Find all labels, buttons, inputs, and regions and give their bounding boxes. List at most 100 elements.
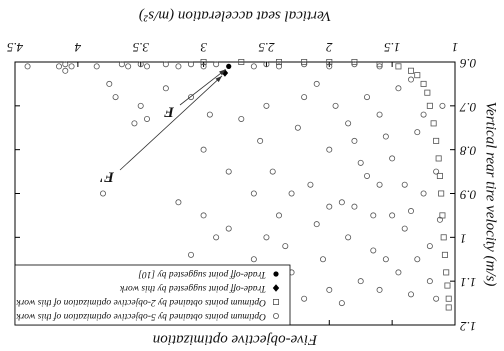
point [137,61,144,68]
point [351,137,358,144]
point [301,94,308,101]
point [440,234,447,241]
point [100,190,107,197]
point [426,102,433,109]
point [269,168,276,175]
point [62,61,69,68]
point [112,94,119,101]
point [345,234,352,241]
point [162,61,169,68]
point [426,243,433,250]
point [395,85,402,92]
point [257,137,264,144]
point [414,256,421,263]
x-tick-label: 1.5 [384,40,401,55]
point [263,61,270,68]
point [221,69,229,77]
point [414,129,421,136]
point [414,72,421,79]
point [438,190,445,197]
annotation-arrowhead [219,69,226,76]
point [282,243,289,250]
point [144,115,151,122]
point [118,61,125,68]
point [24,63,31,70]
point [433,295,440,302]
point [389,155,396,162]
point [395,269,402,276]
point [444,282,451,289]
point [376,63,383,70]
point [62,67,69,74]
point [226,63,232,69]
point [433,137,440,144]
point [225,168,232,175]
point [376,61,383,68]
point [436,172,443,179]
point [320,256,327,263]
y-tick-label: 1.2 [460,319,477,334]
legend-label: Optimum points obtained by 2-objective o… [16,297,266,308]
point [206,111,213,118]
y-tick-label: 1.1 [460,275,476,290]
point [326,203,333,210]
point [357,278,364,285]
point [345,120,352,127]
y-axis-label: Vertical rear tire velocity (m/s) [483,102,499,287]
point [445,304,452,311]
point [144,63,151,70]
point [200,59,207,66]
point [445,295,452,302]
point [307,181,314,188]
point [326,286,333,293]
point [56,63,63,70]
point [407,67,414,74]
point [250,63,257,70]
point [439,212,446,219]
point [106,80,113,87]
legend-marker [272,284,280,292]
point [213,61,220,68]
point [435,155,442,162]
point [382,133,389,140]
point [364,172,371,179]
point [137,102,144,109]
point [401,225,408,232]
x-tick-label: 4.5 [6,40,23,55]
point [276,63,283,70]
point [407,208,414,215]
y-tick-label: 0.8 [460,144,477,159]
point [338,300,345,307]
point [93,63,100,70]
x-tick-label: 3 [200,40,208,55]
point [433,168,440,175]
point [338,199,345,206]
annotation-arrowhead [215,75,222,83]
point [401,181,408,188]
point [426,278,433,285]
point [250,190,257,197]
x-tick-label: 1 [452,40,459,55]
point [351,59,358,66]
point [370,212,377,219]
point [332,102,339,109]
point [407,76,414,83]
point [188,251,195,258]
y-tick-label: 1 [460,231,467,246]
legend-marker [273,271,279,277]
legend-label: Optimum points obtained by 5-objective o… [16,311,266,322]
point [326,59,333,66]
x-tick-label: 4 [74,40,81,55]
annotation: F' [100,169,115,185]
y-tick-label: 0.9 [460,188,477,203]
legend-label: Trade-off point suggested by this work [119,283,266,294]
legend-marker [273,312,280,319]
point [276,59,283,66]
point [188,94,195,101]
point [326,146,333,153]
y-tick-label: 0.7 [460,100,477,115]
chart-title: Five-objective optimization [153,332,319,348]
annotation: F [164,104,175,120]
annotation-arrow [179,69,226,106]
